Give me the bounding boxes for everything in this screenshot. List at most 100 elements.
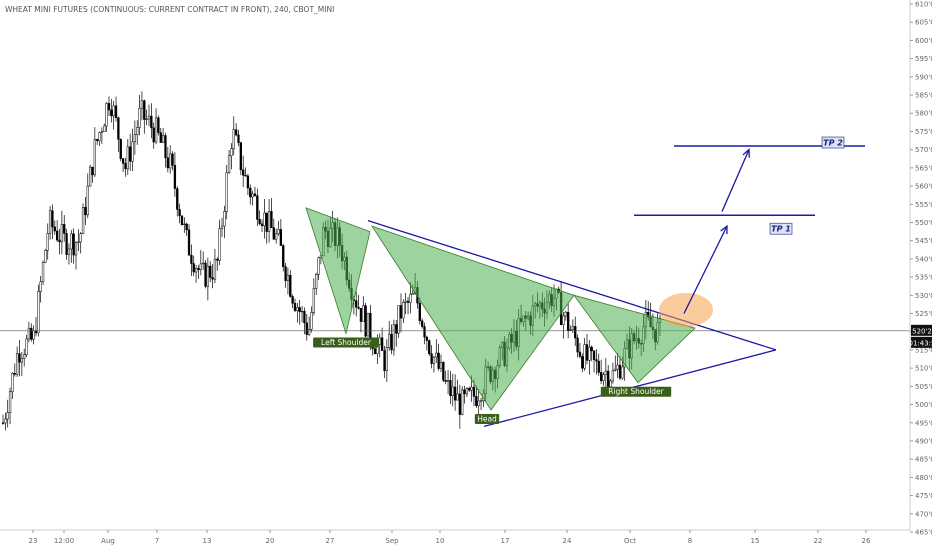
x-tick-label: 15 — [751, 537, 760, 545]
pattern-label: Head — [477, 415, 497, 424]
candle-body — [187, 229, 191, 256]
candle-body — [449, 380, 452, 396]
candle-body — [409, 293, 412, 303]
candle-body — [463, 389, 466, 395]
candle-body — [406, 300, 410, 303]
candle-body — [317, 257, 320, 275]
candle-body — [180, 215, 184, 225]
candle-body — [456, 393, 459, 401]
candle-body — [4, 418, 7, 424]
candle-body — [91, 166, 94, 176]
y-tick-label: 600'0 — [915, 37, 932, 45]
candle-body — [411, 292, 414, 295]
candle-body — [430, 353, 433, 364]
candle-body — [138, 107, 141, 128]
candle-body — [242, 169, 245, 176]
x-tick-label: 24 — [563, 537, 572, 545]
candle-body — [564, 311, 567, 317]
candle-body — [576, 337, 579, 353]
candle-body — [23, 354, 26, 359]
candle-body — [569, 329, 572, 331]
candle-body — [562, 315, 565, 326]
candle-body — [397, 305, 400, 334]
candle-body — [421, 320, 424, 327]
candle-body — [272, 227, 275, 240]
x-axis: 23 12:00 Aug 7 13 20 27 Sep 10 17 24 Oct 8 15 22 26 — [0, 529, 910, 545]
candle-body — [571, 326, 575, 330]
target-label-box — [821, 136, 845, 149]
pattern-label-bg — [474, 414, 500, 425]
candle-body — [230, 148, 233, 157]
candle-body — [204, 262, 207, 287]
y-tick-label: 515'0 — [915, 346, 932, 354]
candle-body — [277, 229, 280, 235]
candle-body — [595, 359, 598, 362]
candle-body — [468, 388, 471, 391]
candle-body — [265, 212, 268, 232]
candle-body — [432, 356, 436, 364]
x-tick-label: 13 — [203, 537, 212, 545]
y-tick-label: 465'0 — [915, 529, 932, 537]
candle-body — [169, 153, 172, 169]
candle-body — [1, 422, 5, 424]
candle-body — [296, 307, 299, 311]
candle-body — [592, 350, 596, 360]
candle-body — [107, 103, 111, 111]
y-tick-label: 490'0 — [915, 437, 932, 445]
candle-body — [93, 139, 96, 176]
candle-body — [105, 103, 108, 127]
candle-body — [390, 333, 393, 351]
candle-body — [303, 310, 306, 324]
candle-body — [121, 158, 125, 164]
y-tick-label: 525'0 — [915, 310, 932, 318]
x-tick-label: 23 — [29, 537, 38, 545]
timer-label: 01:43:5 — [909, 339, 932, 347]
candle-body — [202, 262, 205, 265]
candle-body — [173, 165, 177, 189]
candle-body — [51, 210, 54, 228]
candle-body — [425, 336, 429, 341]
candle-body — [220, 225, 224, 229]
y-tick-label: 535'0 — [915, 274, 932, 282]
candle-body — [211, 277, 214, 280]
candle-body — [96, 139, 99, 142]
candle-body — [143, 100, 146, 120]
candle-body — [110, 109, 113, 117]
candle-body — [183, 223, 186, 226]
y-tick-label: 475'0 — [915, 492, 932, 500]
candle-body — [267, 211, 271, 232]
candle-body — [159, 132, 162, 143]
candle-body — [145, 118, 148, 120]
candle-body — [392, 324, 396, 351]
candle-body — [574, 326, 577, 339]
candle-body — [239, 142, 242, 171]
candle-body — [136, 127, 139, 135]
candle-body — [199, 263, 202, 271]
candle-body — [465, 388, 469, 395]
y-tick-label: 610'0 — [915, 1, 932, 9]
x-tick-label: 22 — [814, 537, 823, 545]
candle-body — [30, 327, 33, 340]
candle-body — [461, 389, 464, 415]
candle-body — [437, 352, 440, 369]
candle-body — [581, 356, 584, 369]
y-tick-label: 505'0 — [915, 383, 932, 391]
candle-body — [307, 328, 311, 335]
candle-body — [435, 352, 438, 358]
candle-body — [41, 262, 45, 282]
candle-body — [611, 370, 615, 382]
y-tick-label: 580'0 — [915, 110, 932, 118]
candle-body — [53, 226, 56, 232]
y-tick-label: 510'0 — [915, 365, 932, 373]
candle-body — [388, 333, 391, 348]
x-tick-label: Oct — [624, 537, 636, 545]
candle-body — [56, 230, 59, 241]
candle-body — [8, 391, 12, 413]
timer-label-bg — [911, 336, 932, 348]
candle-body — [185, 223, 188, 231]
candle-body — [279, 229, 283, 246]
candle-body — [126, 146, 129, 170]
candle-body — [298, 307, 301, 312]
x-tick-label: 27 — [326, 537, 335, 545]
x-tick-label: Aug — [101, 537, 115, 545]
